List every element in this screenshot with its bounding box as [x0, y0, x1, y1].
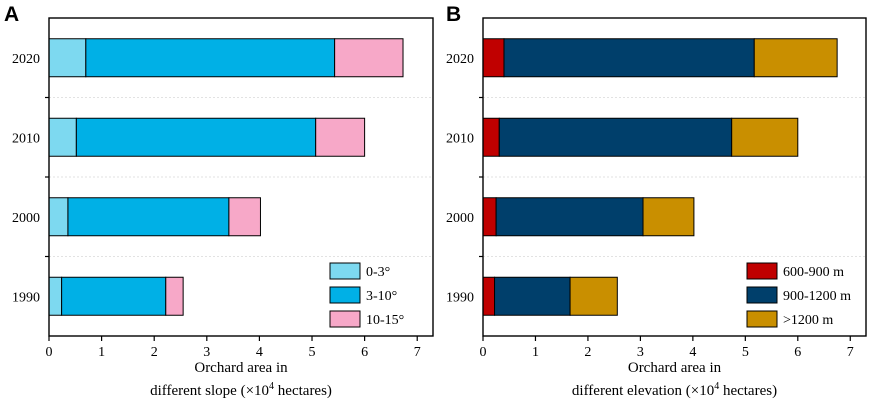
bar-1990-series-0 [48, 276, 63, 316]
x-tick-label: 2 [151, 345, 158, 360]
bar-2000-series-2 [228, 197, 261, 237]
y-tick-label: 2000 [446, 211, 474, 226]
bar-2020-series-2 [334, 38, 404, 78]
legend-swatch-2 [746, 310, 778, 328]
y-tick-label: 2020 [12, 52, 40, 67]
bar-2020-series-0 [48, 38, 87, 78]
x-tick-label: 3 [637, 345, 644, 360]
bar-1990-series-2 [165, 276, 184, 316]
x-axis-title-exponent: 4 [714, 381, 719, 392]
x-axis-title-unit: hectares) [274, 383, 332, 399]
legend-swatch-2 [329, 310, 361, 328]
panel-b: B 2020 2010 2000 1990 0 1 2 3 4 5 6 7 Orchard area in… [446, 3, 867, 399]
x-axis-title-exponent: 4 [269, 381, 274, 392]
x-tick-label: 6 [794, 345, 801, 360]
y-tick-label: 2020 [446, 52, 474, 67]
x-axis-title-unit: hectares) [719, 383, 777, 399]
x-tick-label: 2 [584, 345, 591, 360]
bar-2000-series-1 [67, 197, 230, 237]
panel-a: A 2020 2010 2000 1990 0 1 2 3 4 5 6 7 Orchard area in… [4, 3, 434, 399]
bar-2020-series-1 [503, 38, 755, 78]
x-tick-label: 3 [203, 345, 210, 360]
bar-2010-series-0 [48, 117, 77, 157]
x-tick-label: 6 [361, 345, 368, 360]
plot-frame [482, 17, 867, 337]
x-axis-title-text: different slope (×10 [150, 383, 269, 399]
y-tick-label: 2010 [12, 131, 40, 146]
y-tick-label: 2000 [12, 211, 40, 226]
bar-2000-series-0 [48, 197, 69, 237]
x-tick-label: 7 [414, 345, 421, 360]
legend-label-0: 600-900 m [783, 265, 844, 280]
x-tick-label: 1 [98, 345, 105, 360]
legend-label-0: 0-3° [366, 265, 390, 280]
legend-label-1: 3-10° [366, 289, 397, 304]
panel-letter: B [446, 3, 461, 26]
legend-label-1: 900-1200 m [783, 289, 851, 304]
bar-2010-series-2 [731, 117, 799, 157]
bar-2010-series-0 [482, 117, 500, 157]
bar-1990-series-2 [569, 276, 618, 316]
y-tick-label: 1990 [446, 290, 474, 305]
panel-letter: A [4, 3, 19, 26]
legend-swatch-1 [746, 286, 778, 304]
x-tick-label: 0 [46, 345, 53, 360]
bar-2020-series-2 [753, 38, 838, 78]
bar-2000-series-1 [495, 197, 644, 237]
x-axis-title-line1: Orchard area in [628, 360, 722, 376]
legend-swatch-0 [746, 262, 778, 280]
x-axis-title-line1: Orchard area in [194, 360, 288, 376]
x-tick-label: 5 [742, 345, 749, 360]
bar-1990-series-1 [61, 276, 167, 316]
bar-2010-series-1 [498, 117, 733, 157]
bar-2020-series-1 [85, 38, 336, 78]
bar-2000-series-2 [642, 197, 695, 237]
legend-swatch-0 [329, 262, 361, 280]
x-axis-title-text: different elevation (×10 [572, 383, 714, 399]
bar-2020-series-0 [482, 38, 505, 78]
x-axis-title-line2: different elevation (×104 hectares) [572, 381, 777, 399]
y-tick-label: 2010 [446, 131, 474, 146]
bar-2000-series-0 [482, 197, 497, 237]
plot-frame [48, 17, 434, 337]
x-tick-label: 7 [847, 345, 854, 360]
x-tick-label: 5 [309, 345, 316, 360]
bar-2010-series-2 [315, 117, 366, 157]
bar-2010-series-1 [75, 117, 317, 157]
bar-1990-series-0 [482, 276, 496, 316]
x-tick-label: 1 [532, 345, 539, 360]
x-tick-label: 0 [480, 345, 487, 360]
x-tick-label: 4 [689, 345, 696, 360]
legend-swatch-1 [329, 286, 361, 304]
y-tick-label: 1990 [12, 290, 40, 305]
legend-label-2: 10-15° [366, 313, 404, 328]
x-tick-label: 4 [256, 345, 263, 360]
legend-label-2: >1200 m [783, 313, 833, 328]
bar-1990-series-1 [494, 276, 571, 316]
x-axis-title-line2: different slope (×104 hectares) [150, 381, 332, 399]
